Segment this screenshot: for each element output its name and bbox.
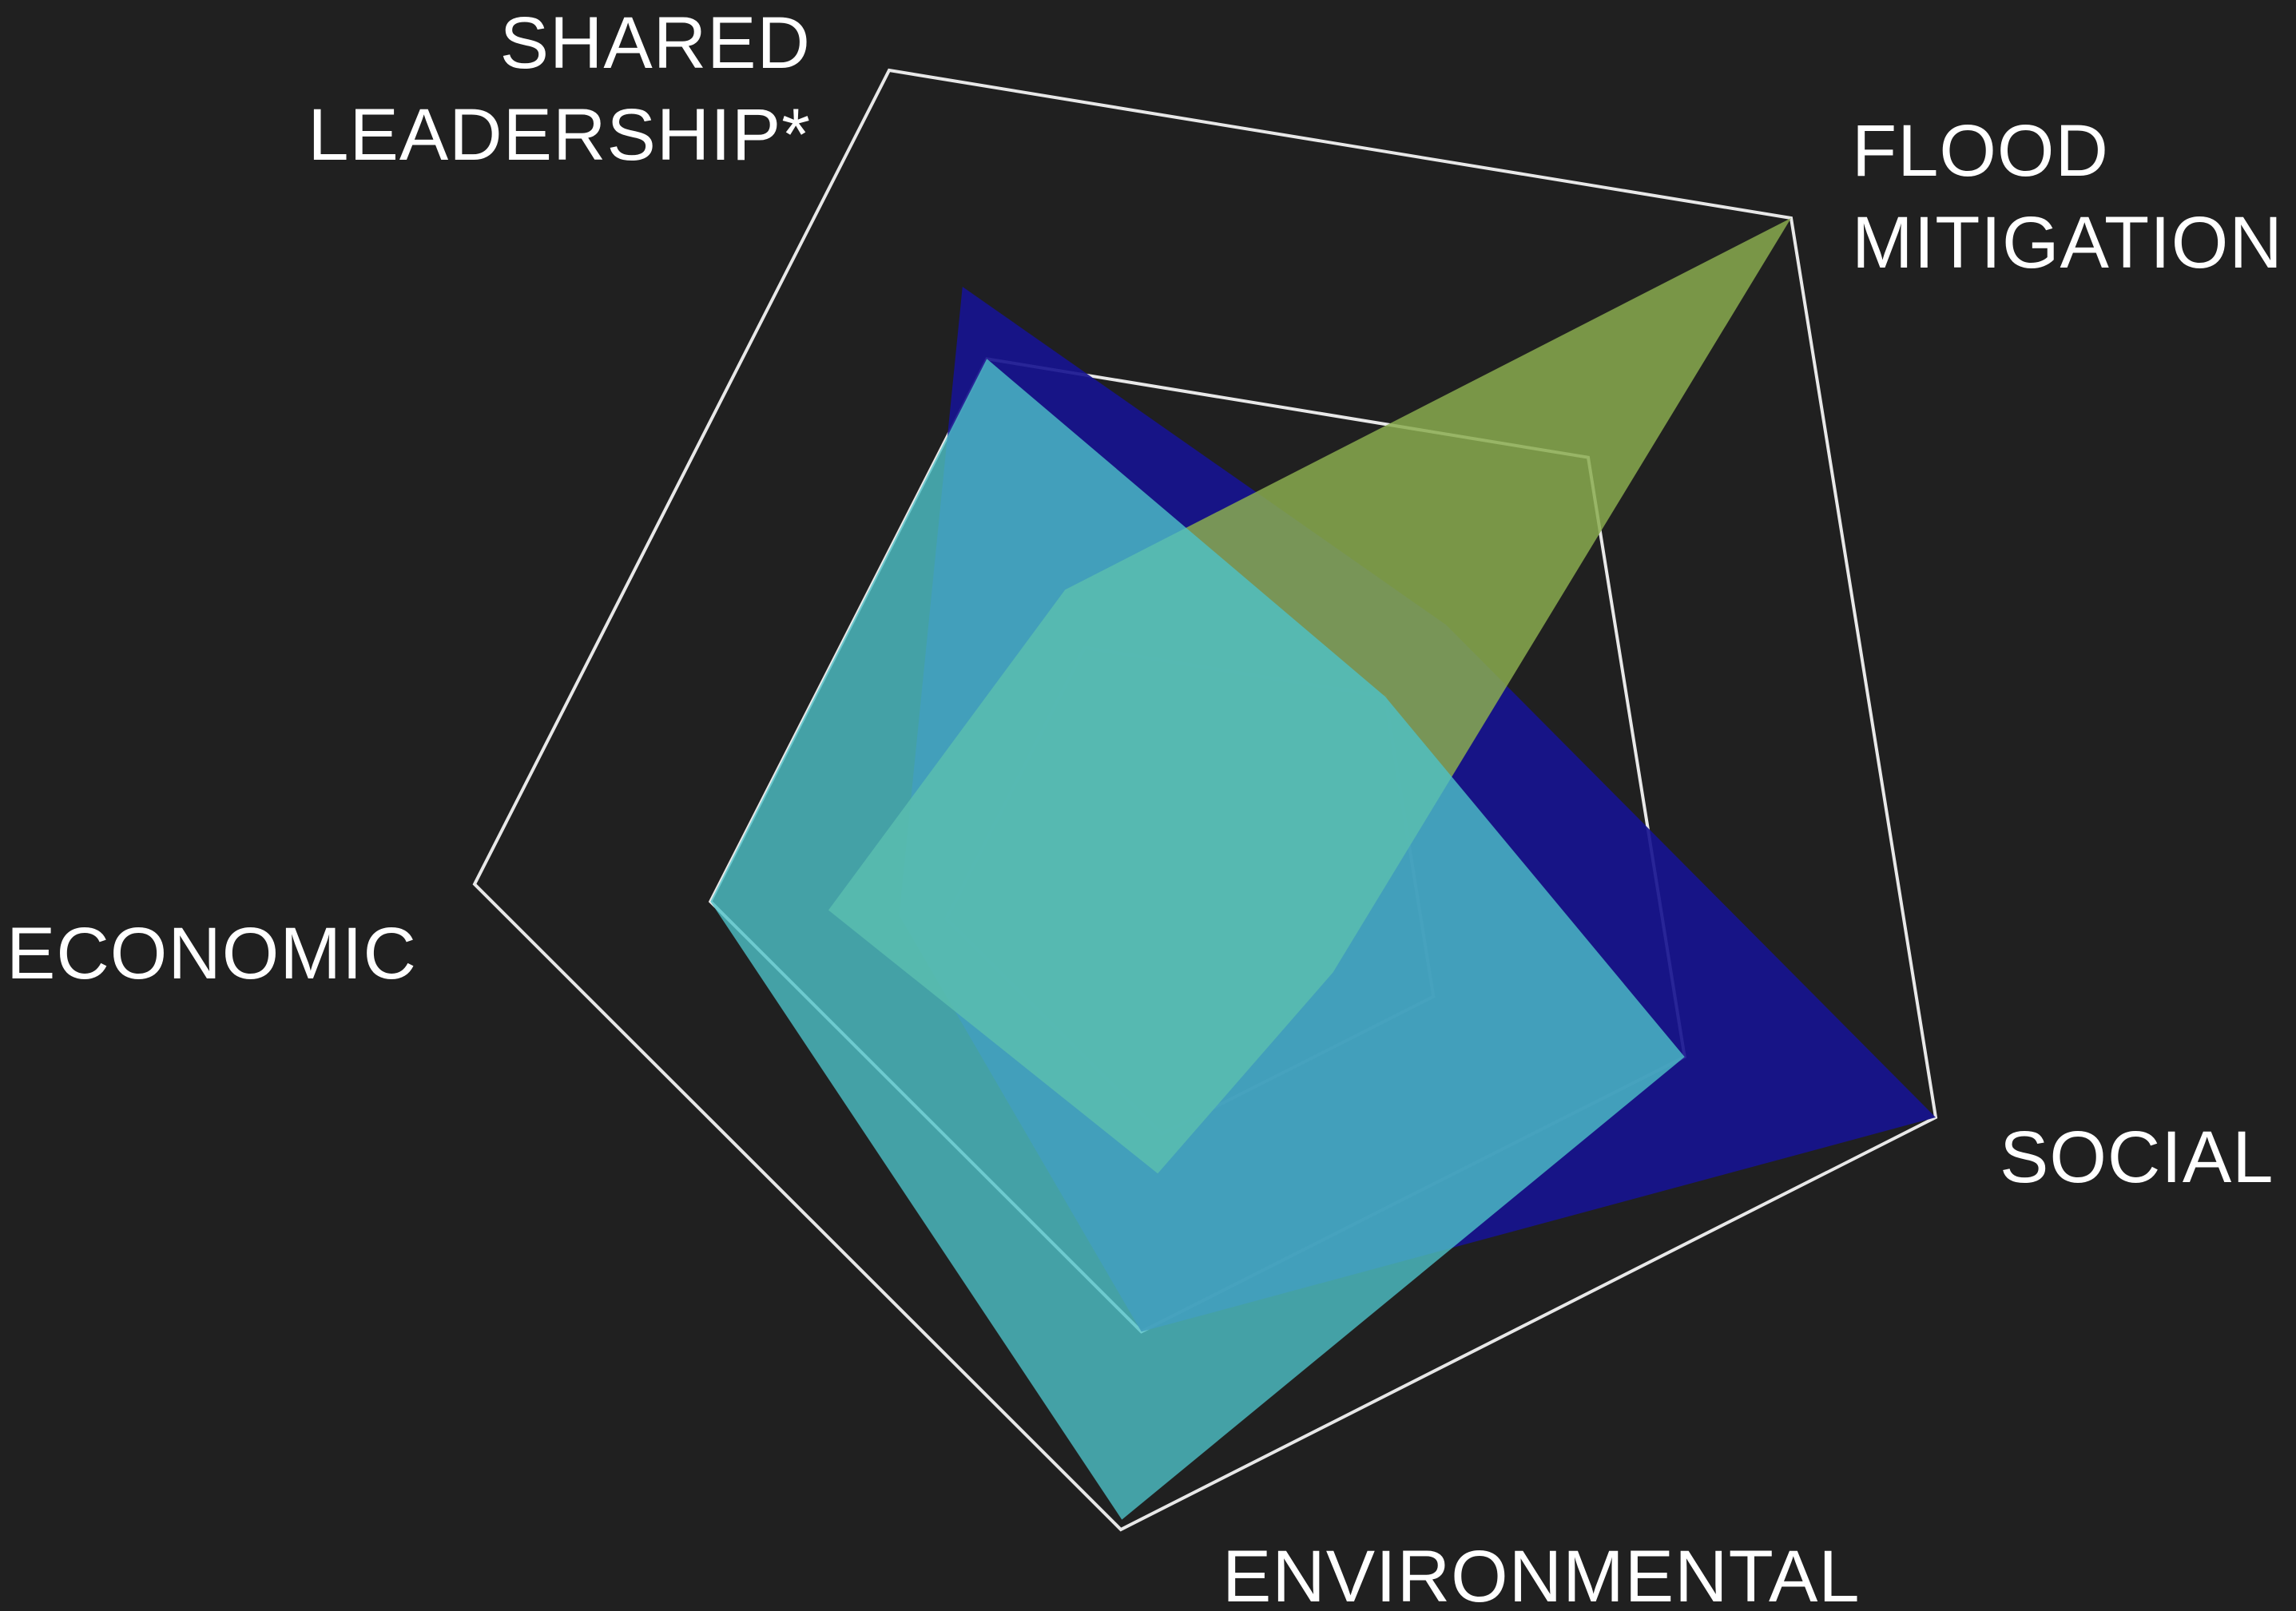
axis-label-environmental: ENVIRONMENTAL: [1222, 1536, 1861, 1611]
grid-ring-3: [472, 68, 1938, 1532]
axis-label-line: ENVIRONMENTAL: [1222, 1536, 1861, 1611]
series-layer: [710, 218, 1936, 1520]
axis-label-shared-leadership: SHARED LEADERSHIP*: [308, 2, 811, 176]
axis-label-layer: SHARED LEADERSHIP* FLOOD MITIGATION SOCIAL EN…: [6, 2, 2283, 1611]
axis-label-line: FLOOD: [1852, 110, 2109, 192]
axis-label-flood-mitigation: FLOOD MITIGATION: [1852, 110, 2283, 284]
axis-label-line: LEADERSHIP*: [308, 94, 811, 176]
axis-label-line: SOCIAL: [2000, 1117, 2274, 1198]
series-area-3: [710, 359, 1685, 1520]
axis-label-social: SOCIAL: [2000, 1117, 2274, 1198]
axis-label-line: SHARED: [500, 2, 811, 84]
axis-label-line: MITIGATION: [1852, 202, 2283, 284]
axis-label-line: ECONOMIC: [6, 913, 417, 994]
axis-label-economic: ECONOMIC: [6, 913, 417, 994]
